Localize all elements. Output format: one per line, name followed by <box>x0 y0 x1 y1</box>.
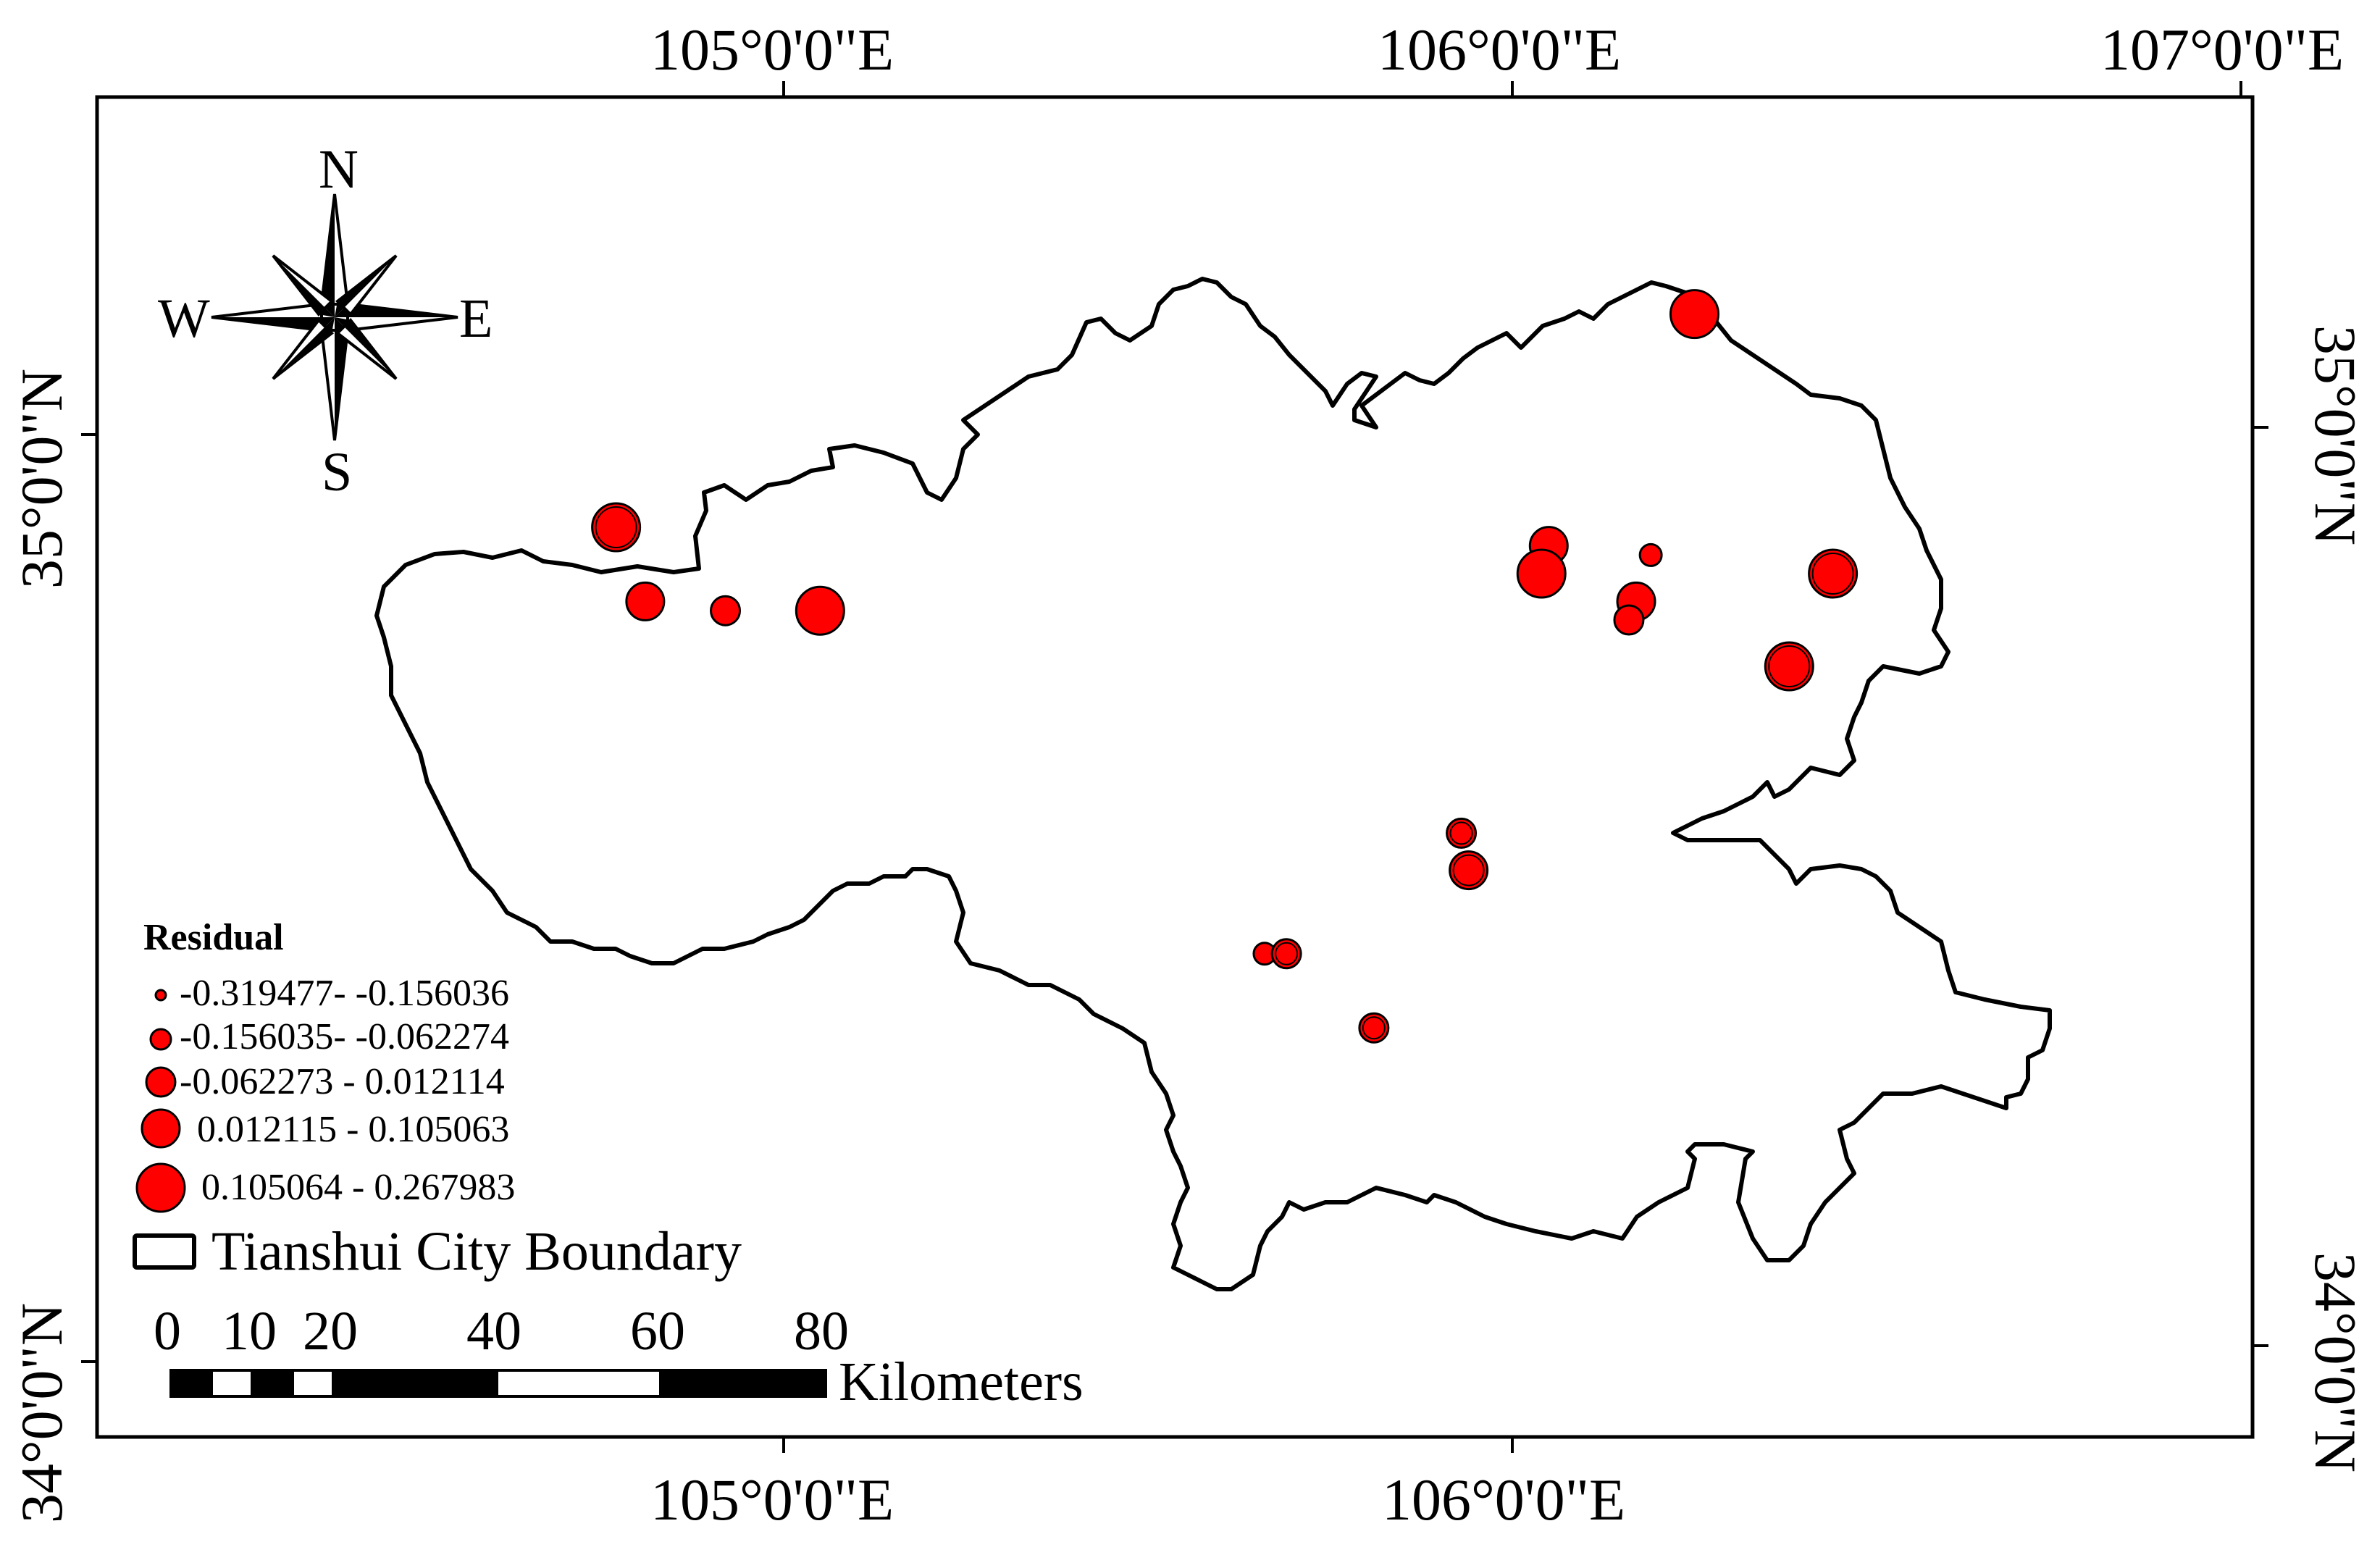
legend-title: Residual <box>143 917 284 958</box>
residual-point <box>1613 604 1645 636</box>
legend-class-1-label: -0.319477- -0.156036 <box>180 973 509 1014</box>
residual-point-ring <box>595 506 637 548</box>
coord-left-34: 34°0'0"N <box>9 1302 75 1524</box>
coord-right-35: 35°0'0"N <box>2303 324 2369 546</box>
coord-top-105: 105°0'0"E <box>650 17 894 83</box>
coord-right-34: 34°0'0"N <box>2303 1252 2369 1473</box>
map-frame <box>95 95 2255 1439</box>
graticule-ticks <box>81 81 2268 1453</box>
residual-point <box>1638 542 1663 567</box>
legend-symbol-4 <box>141 1108 181 1149</box>
coord-bottom-106: 106°0'0"E <box>1382 1467 1626 1533</box>
scale-tick-60: 60 <box>630 1301 685 1362</box>
scale-tick-10: 10 <box>222 1301 277 1362</box>
residual-point <box>1764 641 1814 692</box>
scale-bar <box>169 1369 827 1398</box>
residual-point <box>1516 548 1567 599</box>
compass-west-label: W <box>158 288 210 349</box>
residual-point <box>1449 850 1489 891</box>
coord-bottom-105: 105°0'0"E <box>650 1467 894 1533</box>
residual-point <box>625 581 666 621</box>
coord-top-106: 106°0'0"E <box>1378 17 1622 83</box>
scale-tick-40: 40 <box>466 1301 521 1362</box>
residual-point-ring <box>1452 854 1485 887</box>
residual-point-ring <box>1362 1016 1386 1040</box>
legend-symbol-5 <box>135 1162 186 1213</box>
legend-class-4-label: 0.012115 - 0.105063 <box>197 1109 510 1150</box>
compass-east-label: E <box>459 288 493 349</box>
scale-tick-0: 0 <box>154 1301 181 1362</box>
residual-point <box>591 502 642 553</box>
tianshui-city-boundary <box>374 277 2052 1291</box>
residual-point-ring <box>1275 942 1299 965</box>
legend-symbols <box>135 989 186 1213</box>
coord-top-107: 107°0'0"E <box>2100 17 2345 83</box>
coord-left-35: 35°0'0"N <box>9 368 75 590</box>
compass-north-label: N <box>319 139 359 200</box>
boundary-legend-label: Tianshui City Boundary <box>211 1221 742 1282</box>
residual-point-ring <box>1449 821 1473 845</box>
residual-point <box>1669 289 1719 340</box>
residual-points <box>591 289 1859 1044</box>
scale-tick-20: 20 <box>303 1301 358 1362</box>
scale-unit-label: Kilometers <box>839 1351 1084 1412</box>
legend-symbol-2 <box>149 1028 172 1051</box>
compass-south-label: S <box>322 442 353 503</box>
residual-point <box>795 585 845 636</box>
scale-tick-80: 80 <box>794 1301 849 1362</box>
residual-point-ring <box>1811 553 1854 595</box>
legend-class-3-label: -0.062273 - 0.012114 <box>180 1061 505 1102</box>
legend-symbol-3 <box>145 1066 177 1098</box>
legend-symbol-1 <box>154 989 167 1002</box>
residual-point <box>710 595 742 626</box>
north-arrow <box>211 193 458 441</box>
legend-class-2-label: -0.156035- -0.062274 <box>180 1016 509 1057</box>
legend-class-5-label: 0.105064 - 0.267983 <box>201 1167 516 1208</box>
boundary-legend-symbol <box>133 1233 196 1270</box>
residual-point-ring <box>1768 645 1811 687</box>
residual-point <box>1808 548 1859 599</box>
